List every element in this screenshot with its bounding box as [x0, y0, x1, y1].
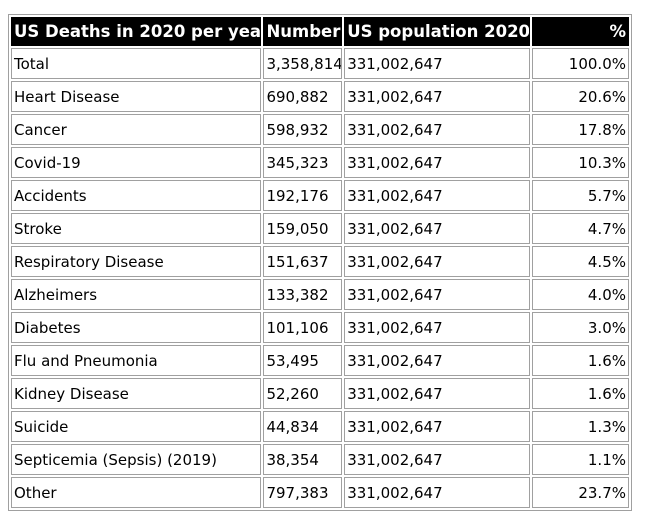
population-cell: 331,002,647	[344, 477, 531, 508]
table-row: Total 3,358,814 331,002,647 100.0%	[11, 48, 629, 79]
number-cell: 53,495	[263, 345, 343, 376]
population-cell: 331,002,647	[344, 345, 531, 376]
number-cell: 345,323	[263, 147, 343, 178]
percent-cell: 10.3%	[532, 147, 629, 178]
table-row: Respiratory Disease 151,637 331,002,647 4.5…	[11, 246, 629, 277]
table-row: Alzheimers 133,382 331,002,647 4.0%	[11, 279, 629, 310]
table-row: Covid-19 345,323 331,002,647 10.3%	[11, 147, 629, 178]
cause-cell: Suicide	[11, 411, 262, 442]
table-row: Flu and Pneumonia 53,495 331,002,647 1.6%	[11, 345, 629, 376]
number-cell: 133,382	[263, 279, 343, 310]
population-cell: 331,002,647	[344, 114, 531, 145]
percent-cell: 20.6%	[532, 81, 629, 112]
cause-cell: Total	[11, 48, 262, 79]
cause-cell: Accidents	[11, 180, 262, 211]
number-cell: 44,834	[263, 411, 343, 442]
percent-cell: 1.3%	[532, 411, 629, 442]
cause-cell: Covid-19	[11, 147, 262, 178]
cause-cell: Cancer	[11, 114, 262, 145]
percent-cell: 17.8%	[532, 114, 629, 145]
table-row: Heart Disease 690,882 331,002,647 20.6%	[11, 81, 629, 112]
percent-cell: 4.5%	[532, 246, 629, 277]
deaths-table: US Deaths in 2020 per year Number US pop…	[8, 14, 632, 511]
cause-cell: Stroke	[11, 213, 262, 244]
percent-cell: 3.0%	[532, 312, 629, 343]
table-row: Cancer 598,932 331,002,647 17.8%	[11, 114, 629, 145]
population-cell: 331,002,647	[344, 81, 531, 112]
table-row: Stroke 159,050 331,002,647 4.7%	[11, 213, 629, 244]
number-cell: 3,358,814	[263, 48, 343, 79]
number-cell: 159,050	[263, 213, 343, 244]
cause-cell: Other	[11, 477, 262, 508]
population-cell: 331,002,647	[344, 444, 531, 475]
number-cell: 151,637	[263, 246, 343, 277]
table-row: Other 797,383 331,002,647 23.7%	[11, 477, 629, 508]
number-cell: 797,383	[263, 477, 343, 508]
percent-cell: 4.7%	[532, 213, 629, 244]
percent-cell: 1.6%	[532, 345, 629, 376]
header-population: US population 2020	[344, 17, 531, 46]
population-cell: 331,002,647	[344, 312, 531, 343]
header-row: US Deaths in 2020 per year Number US pop…	[11, 17, 629, 46]
percent-cell: 4.0%	[532, 279, 629, 310]
cause-cell: Kidney Disease	[11, 378, 262, 409]
population-cell: 331,002,647	[344, 213, 531, 244]
percent-cell: 23.7%	[532, 477, 629, 508]
number-cell: 598,932	[263, 114, 343, 145]
cause-cell: Alzheimers	[11, 279, 262, 310]
table-header: US Deaths in 2020 per year Number US pop…	[11, 17, 629, 46]
population-cell: 331,002,647	[344, 147, 531, 178]
percent-cell: 1.1%	[532, 444, 629, 475]
population-cell: 331,002,647	[344, 378, 531, 409]
header-percent: %	[532, 17, 629, 46]
number-cell: 38,354	[263, 444, 343, 475]
number-cell: 101,106	[263, 312, 343, 343]
cause-cell: Diabetes	[11, 312, 262, 343]
population-cell: 331,002,647	[344, 279, 531, 310]
cause-cell: Septicemia (Sepsis) (2019)	[11, 444, 262, 475]
population-cell: 331,002,647	[344, 411, 531, 442]
number-cell: 52,260	[263, 378, 343, 409]
cause-cell: Flu and Pneumonia	[11, 345, 262, 376]
table-row: Suicide 44,834 331,002,647 1.3%	[11, 411, 629, 442]
number-cell: 192,176	[263, 180, 343, 211]
table-row: Septicemia (Sepsis) (2019) 38,354 331,002,…	[11, 444, 629, 475]
population-cell: 331,002,647	[344, 180, 531, 211]
population-cell: 331,002,647	[344, 246, 531, 277]
number-cell: 690,882	[263, 81, 343, 112]
header-number: Number	[263, 17, 343, 46]
table-body: Total 3,358,814 331,002,647 100.0% Heart Dis…	[11, 48, 629, 508]
cause-cell: Heart Disease	[11, 81, 262, 112]
percent-cell: 5.7%	[532, 180, 629, 211]
cause-cell: Respiratory Disease	[11, 246, 262, 277]
percent-cell: 100.0%	[532, 48, 629, 79]
header-cause: US Deaths in 2020 per year	[11, 17, 262, 46]
table-row: Accidents 192,176 331,002,647 5.7%	[11, 180, 629, 211]
table-row: Diabetes 101,106 331,002,647 3.0%	[11, 312, 629, 343]
percent-cell: 1.6%	[532, 378, 629, 409]
population-cell: 331,002,647	[344, 48, 531, 79]
table-row: Kidney Disease 52,260 331,002,647 1.6%	[11, 378, 629, 409]
